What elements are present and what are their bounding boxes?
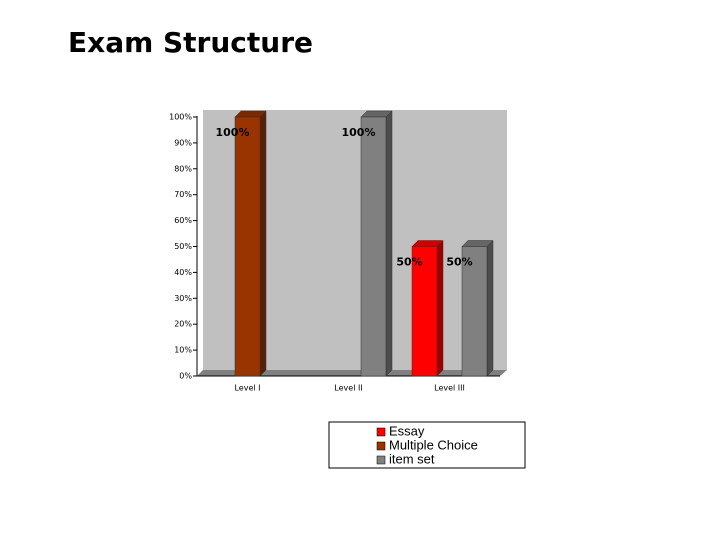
data-label: 50%	[446, 256, 472, 269]
y-tick-label: 100%	[169, 113, 192, 122]
slide-title: Exam Structure	[68, 26, 313, 59]
y-tick-label: 10%	[174, 346, 192, 355]
x-tick-label: Level I	[234, 384, 260, 393]
legend-label: Essay	[389, 423, 425, 438]
y-tick-label: 40%	[174, 268, 192, 277]
y-tick-label: 50%	[174, 242, 192, 251]
bar-side	[259, 110, 267, 377]
y-tick-label: 30%	[174, 294, 192, 303]
bar-front	[360, 116, 387, 377]
y-tick-label: 80%	[174, 164, 192, 173]
bar-side	[436, 239, 444, 377]
legend-box	[328, 421, 526, 469]
bar	[234, 110, 267, 377]
bar	[411, 239, 444, 377]
bar	[461, 239, 494, 377]
y-tick-label: 0%	[179, 372, 192, 381]
bar-front	[234, 116, 261, 377]
y-tick-label: 70%	[174, 190, 192, 199]
x-tick-label: Level III	[434, 384, 465, 393]
legend-swatch	[376, 427, 386, 437]
x-tick-label: Level II	[334, 384, 362, 393]
legend-label: item set	[389, 451, 435, 466]
data-label: 100%	[342, 126, 376, 139]
bar-front	[411, 246, 438, 377]
bar-side	[385, 110, 393, 377]
bar-side	[486, 239, 494, 377]
bar	[360, 110, 393, 377]
y-tick-label: 60%	[174, 216, 192, 225]
data-label: 50%	[396, 256, 422, 269]
legend-label: Multiple Choice	[389, 437, 478, 452]
data-label: 100%	[216, 126, 250, 139]
bar-front	[461, 246, 488, 377]
legend-swatch	[376, 441, 386, 451]
y-tick-label: 20%	[174, 320, 192, 329]
legend-swatch	[376, 455, 386, 465]
y-tick-label: 90%	[174, 138, 192, 147]
